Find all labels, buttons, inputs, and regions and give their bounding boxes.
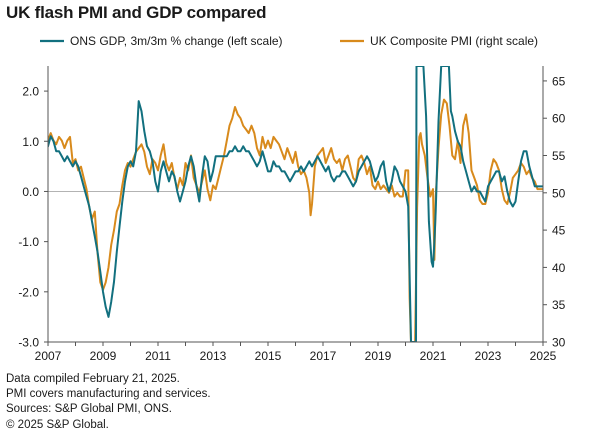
right-tick-label: 35	[552, 298, 566, 312]
footnote-coverage: PMI covers manufacturing and services.	[6, 388, 211, 401]
left-tick-label: 0.0	[22, 185, 39, 199]
x-tick-label: 2007	[35, 349, 62, 363]
legend-label: ONS GDP, 3m/3m % change (left scale)	[70, 34, 283, 48]
footnote-date: Data compiled February 21, 2025.	[6, 373, 180, 385]
x-tick-label: 2011	[145, 349, 171, 363]
left-tick-label: -3.0	[18, 336, 39, 350]
right-tick-label: 55	[552, 149, 566, 163]
x-tick-label: 2017	[310, 349, 337, 363]
series-line-pmi	[48, 98, 543, 342]
x-tick-label: 2023	[475, 349, 502, 363]
right-tick-label: 50	[552, 186, 566, 200]
legend: ONS GDP, 3m/3m % change (left scale) UK C…	[40, 34, 538, 48]
right-tick-label: 40	[552, 261, 566, 275]
right-tick-label: 45	[552, 224, 566, 238]
footnote-sources: Sources: S&P Global PMI, ONS.	[6, 403, 172, 416]
chart-title: UK flash PMI and GDP compared	[6, 3, 267, 22]
legend-label: UK Composite PMI (right scale)	[370, 34, 538, 48]
x-tick-label: 2009	[90, 349, 117, 363]
left-tick-label: 2.0	[22, 85, 39, 99]
right-tick-label: 60	[552, 112, 566, 126]
footnotes: Data compiled February 21, 2025. PMI cov…	[6, 372, 211, 433]
series-layer	[48, 66, 543, 342]
x-tick-label: 2013	[200, 349, 227, 363]
axis-layer: 2.0 1.0 0.0 -1.0 -2.0 -3.0 65 60 55 50 45 40 35 30 200…	[18, 66, 566, 363]
x-tick-label: 2025	[530, 349, 557, 363]
x-tick-label: 2021	[420, 349, 447, 363]
chart-svg: 2.0 1.0 0.0 -1.0 -2.0 -3.0 65 60 55 50 45 40 35 30 200…	[18, 34, 566, 363]
right-tick-label: 30	[552, 336, 566, 350]
left-tick-label: -1.0	[18, 235, 39, 249]
left-tick-label: -2.0	[18, 285, 39, 299]
left-tick-label: 1.0	[22, 135, 39, 149]
series-line-gdp	[48, 66, 543, 342]
x-tick-label: 2019	[365, 349, 392, 363]
footnote-copyright: © 2025 S&P Global.	[6, 418, 109, 431]
right-tick-label: 65	[552, 74, 566, 88]
x-tick-label: 2015	[255, 349, 282, 363]
